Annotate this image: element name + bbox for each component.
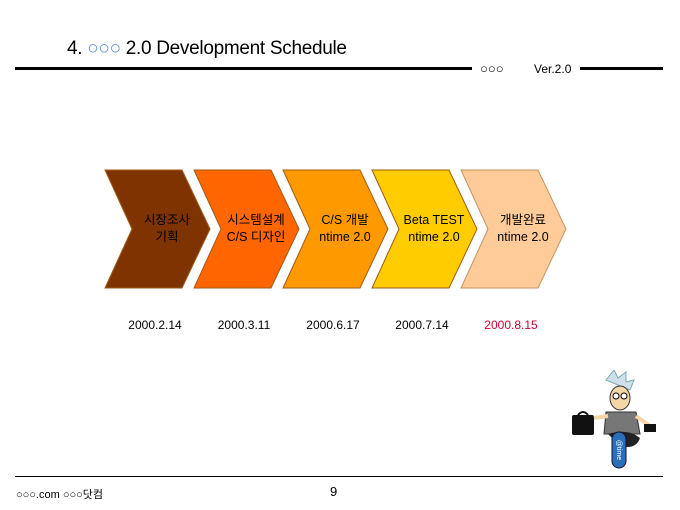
step-label-line2: C/S 디자인	[226, 230, 286, 244]
step-label: C/S 개발 ntime 2.0	[305, 212, 385, 246]
chevron-step-4	[371, 169, 478, 289]
step-label: 개발완료 ntime 2.0	[483, 212, 563, 246]
step-date: 2000.7.14	[395, 318, 449, 332]
step-date: 2000.6.17	[306, 318, 360, 332]
header-divider	[15, 67, 472, 70]
svg-text:@time: @time	[615, 440, 622, 460]
title-product: ○○○	[87, 38, 121, 59]
chevron-step-5	[460, 169, 567, 289]
step-label-line2: 기획	[155, 230, 179, 244]
page-title: 4. ○○○ 2.0 Development Schedule	[67, 38, 347, 60]
step-label-line1: 시스템설계	[227, 213, 285, 227]
footer-company: ○○○.com ○○○닷컴	[16, 489, 103, 501]
title-number: 4.	[67, 38, 83, 59]
step-label-line1: 개발완료	[499, 213, 546, 227]
footer-divider	[15, 476, 663, 477]
page-number: 9	[330, 484, 338, 499]
header-divider-right	[580, 67, 663, 70]
step-label-line2: ntime 2.0	[408, 230, 460, 244]
step-date: 2000.3.11	[217, 318, 271, 332]
step-date: 2000.2.14	[128, 318, 182, 332]
chevron-step-2	[193, 169, 300, 289]
step-label-line1: Beta TEST	[403, 213, 465, 227]
version-label: Ver.2.0	[534, 62, 572, 76]
step-date: 2000.8.15	[484, 318, 538, 332]
step-label: 시스템설계 C/S 디자인	[216, 212, 296, 246]
step-label-line1: 시장조사	[143, 213, 190, 227]
mascot-image: @time	[572, 370, 656, 469]
title-text: 2.0 Development Schedule	[125, 38, 347, 59]
chevron-step-3	[282, 169, 389, 289]
vendor-name: ○○○	[480, 61, 504, 76]
step-label-line1: C/S 개발	[321, 213, 369, 227]
chevron-step-1	[104, 169, 211, 289]
step-label-line2: ntime 2.0	[319, 230, 371, 244]
step-label: Beta TEST ntime 2.0	[394, 212, 474, 246]
step-label-line2: ntime 2.0	[497, 230, 549, 244]
